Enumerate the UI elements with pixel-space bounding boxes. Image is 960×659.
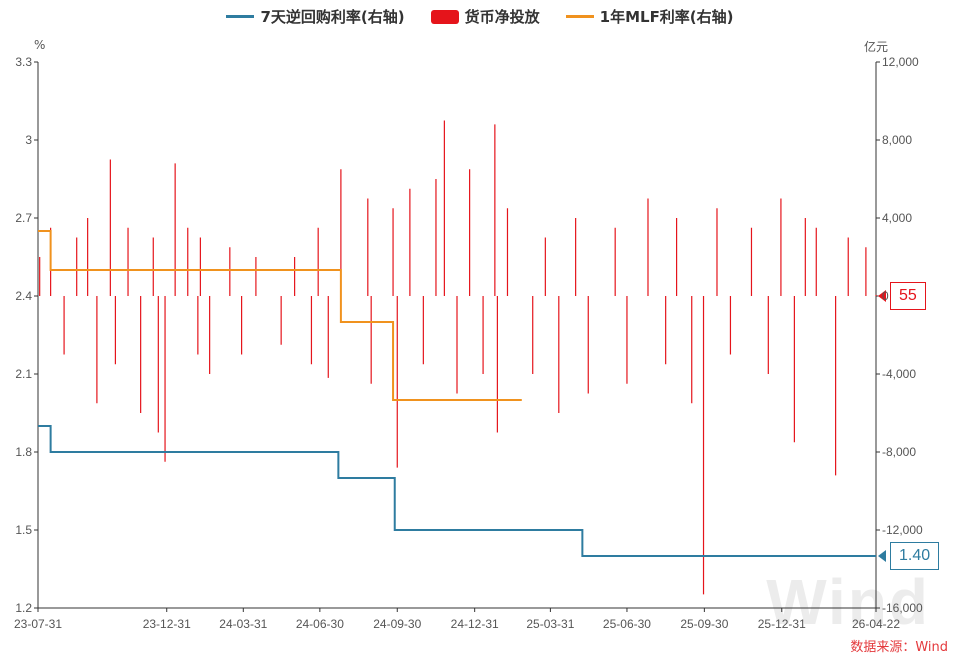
x-axis-tick-label: 25-12-31: [758, 617, 806, 631]
left-axis-tick-label: 3: [25, 133, 32, 147]
wind-watermark: Wind: [766, 566, 930, 638]
x-axis-tick-label: 23-07-31: [14, 617, 62, 631]
right-axis-tick-label: 4,000: [882, 211, 912, 225]
legend-item-mlf[interactable]: 1年MLF利率(右轴): [565, 6, 734, 27]
legend-item-repo[interactable]: 7天逆回购利率(右轴): [226, 6, 405, 27]
legend-swatch-net-injection: [430, 9, 459, 24]
left-axis-unit: %: [34, 38, 46, 52]
right-axis-tick-label: -12,000: [882, 523, 923, 537]
mlf-rate-line: [38, 230, 522, 401]
repo-rate-latest-tag: 1.40: [890, 542, 940, 570]
x-axis-tick-label: 25-06-30: [603, 617, 651, 631]
net-injection-latest-marker: [878, 290, 886, 302]
x-axis-tick-label: 24-12-31: [451, 617, 499, 631]
x-axis-tick-label: 24-09-30: [373, 617, 421, 631]
x-axis-tick-label: 25-03-31: [526, 617, 574, 631]
net-injection-bars: [39, 120, 877, 595]
right-axis-tick-label: 0: [882, 289, 889, 303]
legend-label-net-injection: 货币净投放: [464, 8, 540, 26]
legend-swatch-repo: [226, 15, 255, 18]
left-axis-tick-label: 2.4: [15, 289, 32, 303]
net-injection-latest-tag: 55: [890, 282, 926, 310]
tick-labels: 1.2 1.5 1.8 2.1 2.4 2.7 3 3.3 -16,000 -12,000 -8,0…: [14, 55, 923, 631]
left-axis-tick-label: 3.3: [15, 55, 32, 69]
left-axis-tick-label: 2.1: [15, 367, 32, 381]
left-axis-tick-label: 1.2: [15, 601, 32, 615]
x-axis-tick-label: 25-09-30: [680, 617, 728, 631]
x-axis-tick-label: 24-03-31: [219, 617, 267, 631]
legend-swatch-mlf: [565, 15, 594, 18]
right-axis-tick-label: -8,000: [882, 445, 916, 459]
axes-group: [34, 61, 886, 612]
repo-rate-line: [38, 425, 876, 557]
x-axis-tick-label: 26-04-22: [852, 617, 900, 631]
right-axis-tick-label: -4,000: [882, 367, 916, 381]
legend-item-net-injection[interactable]: 货币净投放: [430, 6, 540, 27]
right-axis-unit: 亿元: [864, 40, 889, 54]
legend-label-repo: 7天逆回购利率(右轴): [260, 8, 405, 26]
left-axis-tick-label: 1.8: [15, 445, 32, 459]
data-source: 数据来源：Wind: [850, 640, 948, 655]
repo-rate-latest-marker: [878, 550, 886, 562]
legend-label-mlf: 1年MLF利率(右轴): [599, 8, 734, 26]
right-axis-tick-label: 8,000: [882, 133, 912, 147]
rate-lines: [38, 230, 876, 557]
right-axis-tick-label: -16,000: [882, 601, 923, 615]
left-axis-tick-label: 1.5: [15, 523, 32, 537]
x-axis-tick-label: 24-06-30: [296, 617, 344, 631]
chart-legend: 7天逆回购利率(右轴) 货币净投放 1年MLF利率(右轴): [0, 6, 960, 27]
left-axis-tick-label: 2.7: [15, 211, 32, 225]
x-axis-tick-label: 23-12-31: [143, 617, 191, 631]
right-axis-tick-label: 12,000: [882, 55, 919, 69]
